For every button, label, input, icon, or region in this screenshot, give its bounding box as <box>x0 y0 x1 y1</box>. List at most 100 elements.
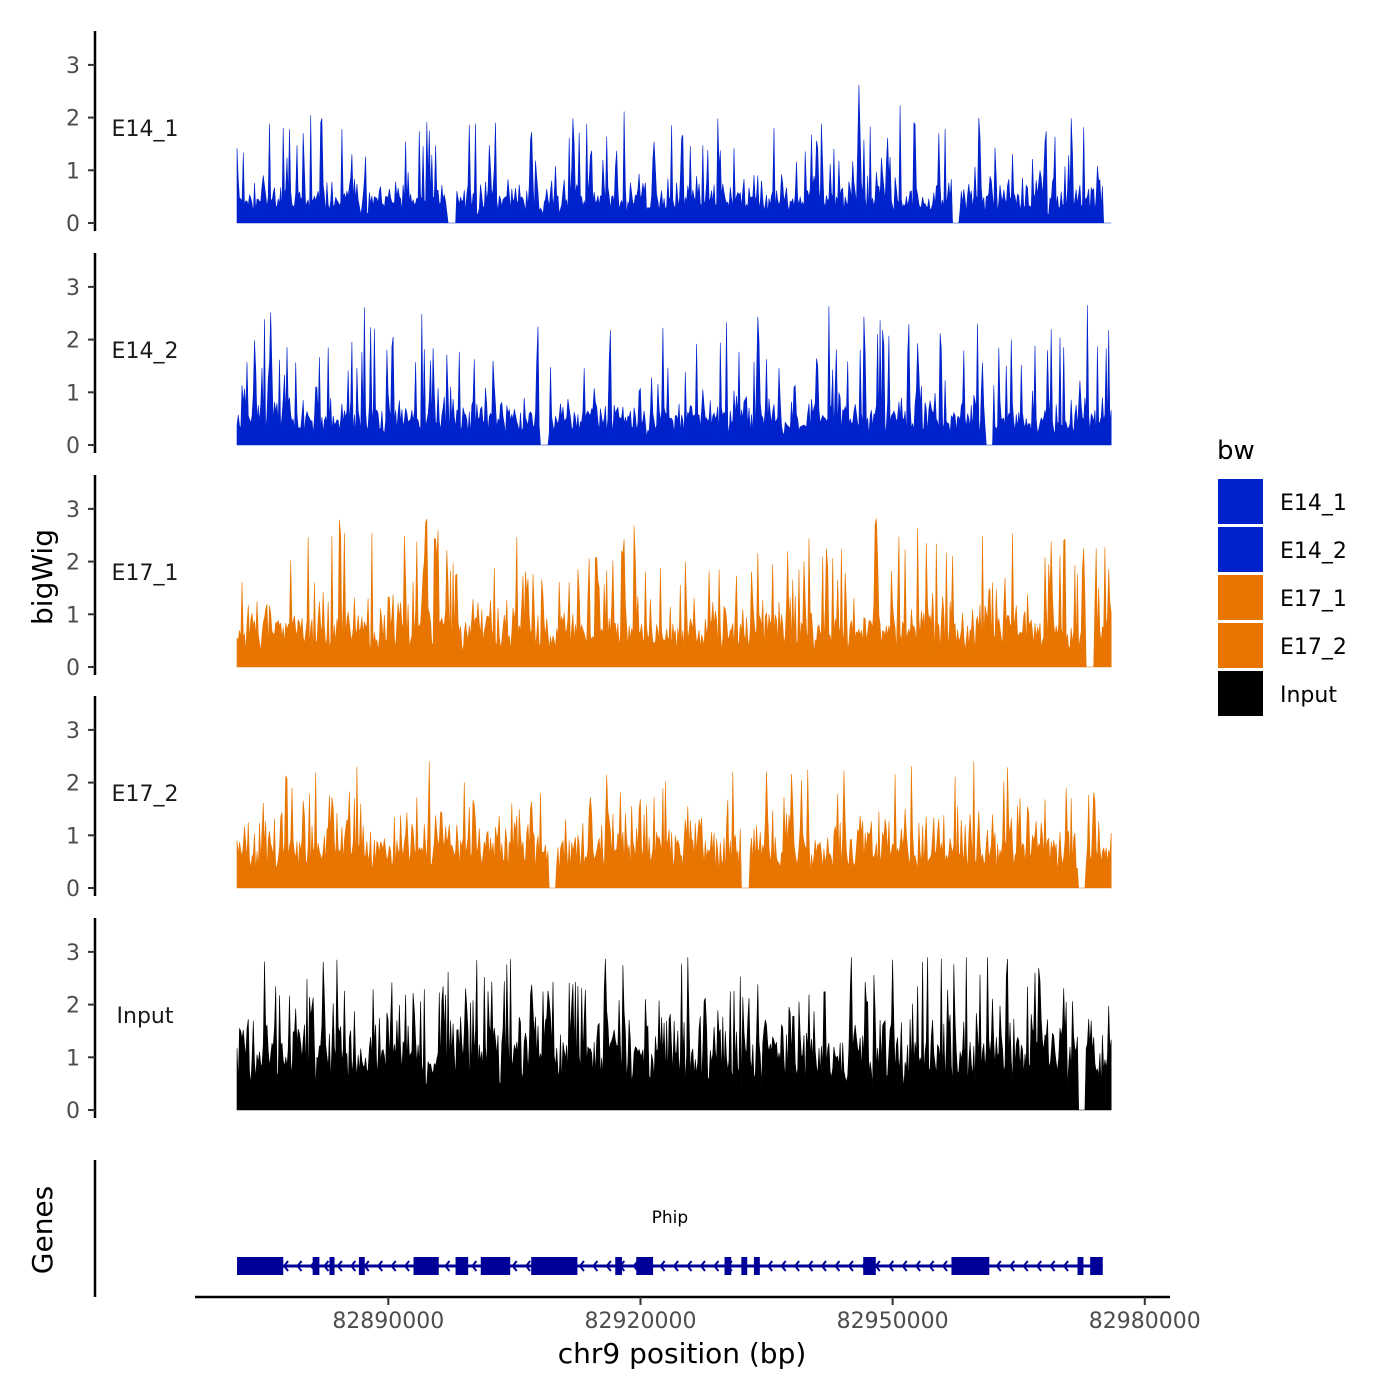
y-tick-label: 0 <box>66 877 80 902</box>
strand-arrow <box>901 1260 908 1272</box>
strand-arrow <box>1022 1260 1029 1272</box>
strand-arrow <box>820 1260 827 1272</box>
strand-arrow <box>834 1260 841 1272</box>
track-label: E17_1 <box>112 561 179 586</box>
strand-arrow <box>605 1260 612 1272</box>
strand-arrow <box>471 1260 478 1272</box>
strand-arrow <box>807 1260 814 1272</box>
legend-key-e17_1 <box>1218 575 1263 620</box>
exon <box>480 1257 511 1275</box>
exon <box>724 1257 732 1275</box>
legend-key-e14_2 <box>1218 527 1263 572</box>
strand-arrow <box>1062 1260 1069 1272</box>
strand-arrow <box>592 1260 599 1272</box>
signal-area-input <box>236 957 1112 1111</box>
exon <box>615 1257 622 1275</box>
track-e14_2: 0 1 2 3 E14_2 <box>66 253 1112 459</box>
exon <box>358 1257 365 1275</box>
y-tick-label: 1 <box>66 381 80 406</box>
track-e17_2: 0 1 2 3 E17_2 <box>66 696 1112 902</box>
strand-arrow <box>780 1260 787 1272</box>
y-tick-label: 1 <box>66 159 80 184</box>
legend-label-e17_2: E17_2 <box>1280 635 1347 660</box>
legend: bw E14_1 E14_2 E17_1 E17_2 Input <box>1217 436 1347 716</box>
x-tick-label: 82920000 <box>584 1309 696 1334</box>
x-tick-label: 82950000 <box>837 1309 949 1334</box>
exon <box>237 1257 284 1275</box>
y-tick-label: 1 <box>66 824 80 849</box>
legend-key-e14_1 <box>1218 479 1263 524</box>
strand-arrow <box>1035 1260 1042 1272</box>
signal-area-e14_2 <box>236 305 1112 446</box>
exon <box>413 1257 439 1275</box>
track-e14_1: 0 1 2 3 E14_1 <box>66 31 1112 237</box>
strand-arrow <box>847 1260 854 1272</box>
strand-arrow <box>336 1260 343 1272</box>
strand-arrow <box>444 1260 451 1272</box>
strand-arrow <box>403 1260 410 1272</box>
strand-arrow <box>524 1260 531 1272</box>
y-tick-label: 1 <box>66 1046 80 1071</box>
x-axis: 82890000 82920000 82950000 82980000 <box>195 1295 1201 1334</box>
strand-arrow <box>350 1260 357 1272</box>
signal-area-e17_2 <box>236 761 1112 889</box>
bigwig-tracks: 0 1 2 3 E14_1 0 1 2 3 E14_2 0 1 2 3 E17_1 0 1 2 3 E17_2 0 1 2 3… <box>66 31 1112 1124</box>
genes-panel: Phip <box>93 1160 1103 1297</box>
exon <box>1090 1257 1103 1275</box>
strand-arrow <box>578 1260 585 1272</box>
strand-arrow <box>323 1260 330 1272</box>
strand-arrow <box>766 1260 774 1272</box>
genes-axis-title: Genes <box>26 1186 59 1274</box>
strand-arrow <box>928 1260 935 1272</box>
x-tick-label: 82890000 <box>332 1309 444 1334</box>
strand-arrow <box>376 1260 384 1272</box>
y-tick-label: 3 <box>66 276 80 301</box>
exon <box>329 1257 335 1275</box>
y-tick-label: 0 <box>66 1099 80 1124</box>
signal-area-e14_1 <box>236 85 1112 224</box>
track-label: Input <box>117 1004 174 1029</box>
strand-arrow <box>941 1260 948 1272</box>
strand-arrow <box>793 1260 800 1272</box>
y-tick-label: 2 <box>66 551 80 576</box>
strand-arrow <box>282 1260 289 1272</box>
strand-arrow <box>1049 1260 1056 1272</box>
strand-arrow <box>699 1260 706 1272</box>
legend-label-input: Input <box>1280 683 1337 708</box>
legend-label-e14_1: E14_1 <box>1280 491 1347 516</box>
strand-arrow <box>914 1260 921 1272</box>
y-tick-label: 3 <box>66 719 80 744</box>
y-tick-label: 3 <box>66 54 80 79</box>
exon <box>312 1257 320 1275</box>
gene-name-label: Phip <box>652 1208 689 1228</box>
strand-arrow <box>995 1260 1002 1272</box>
y-axis-title: bigWig <box>26 529 59 625</box>
exon <box>1077 1257 1084 1275</box>
legend-label-e17_1: E17_1 <box>1280 587 1347 612</box>
exon <box>741 1257 748 1275</box>
x-tick-label: 82980000 <box>1089 1309 1201 1334</box>
exon <box>753 1257 760 1275</box>
strand-arrow <box>672 1260 679 1272</box>
track-label: E17_2 <box>112 782 179 807</box>
exon <box>951 1257 990 1275</box>
exon <box>455 1257 469 1275</box>
legend-label-e14_2: E14_2 <box>1280 539 1347 564</box>
strand-arrow <box>713 1260 720 1272</box>
y-tick-label: 0 <box>66 656 80 681</box>
strand-arrow <box>511 1260 518 1272</box>
x-axis-title: chr9 position (bp) <box>558 1337 807 1370</box>
strand-arrow <box>363 1260 370 1272</box>
y-tick-label: 3 <box>66 941 80 966</box>
strand-arrow <box>887 1260 895 1272</box>
legend-title: bw <box>1217 436 1255 466</box>
track-label: E14_1 <box>112 117 179 142</box>
strand-arrow <box>1009 1260 1016 1272</box>
y-tick-label: 0 <box>66 434 80 459</box>
y-tick-label: 1 <box>66 603 80 628</box>
y-tick-label: 3 <box>66 498 80 523</box>
strand-arrow <box>659 1260 666 1272</box>
track-e17_1: 0 1 2 3 E17_1 <box>66 475 1112 681</box>
strand-arrow <box>296 1260 303 1272</box>
